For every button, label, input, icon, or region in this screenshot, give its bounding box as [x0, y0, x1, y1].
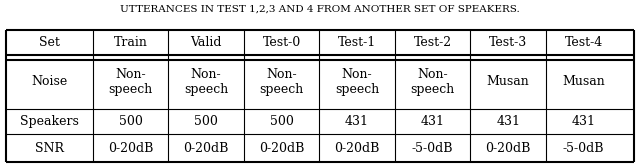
Text: Set: Set: [39, 36, 60, 49]
Text: Test-4: Test-4: [564, 36, 603, 49]
Text: Speakers: Speakers: [20, 115, 79, 128]
Text: Musan: Musan: [487, 75, 529, 89]
Text: Test-2: Test-2: [413, 36, 452, 49]
Text: Non-
speech: Non- speech: [184, 68, 228, 96]
Text: 0-20dB: 0-20dB: [486, 142, 531, 155]
Text: 500: 500: [269, 115, 294, 128]
Text: 0-20dB: 0-20dB: [108, 142, 153, 155]
Text: 431: 431: [345, 115, 369, 128]
Text: Non-
speech: Non- speech: [410, 68, 455, 96]
Text: 0-20dB: 0-20dB: [184, 142, 228, 155]
Text: 0-20dB: 0-20dB: [335, 142, 380, 155]
Text: Valid: Valid: [190, 36, 222, 49]
Text: 500: 500: [194, 115, 218, 128]
Text: Test-0: Test-0: [262, 36, 301, 49]
Text: 431: 431: [420, 115, 445, 128]
Text: Noise: Noise: [31, 75, 68, 89]
Text: Musan: Musan: [563, 75, 605, 89]
Text: UTTERANCES IN TEST 1,2,3 AND 4 FROM ANOTHER SET OF SPEAKERS.: UTTERANCES IN TEST 1,2,3 AND 4 FROM ANOT…: [120, 5, 520, 14]
Text: 431: 431: [572, 115, 596, 128]
Text: Train: Train: [114, 36, 147, 49]
Text: Non-
speech: Non- speech: [259, 68, 304, 96]
Text: 431: 431: [496, 115, 520, 128]
Text: 500: 500: [118, 115, 143, 128]
Text: -5-0dB: -5-0dB: [563, 142, 604, 155]
Text: Non-
speech: Non- speech: [108, 68, 153, 96]
Text: -5-0dB: -5-0dB: [412, 142, 453, 155]
Text: Non-
speech: Non- speech: [335, 68, 380, 96]
Text: 0-20dB: 0-20dB: [259, 142, 304, 155]
Text: SNR: SNR: [35, 142, 64, 155]
Text: Test-3: Test-3: [489, 36, 527, 49]
Text: Test-1: Test-1: [338, 36, 376, 49]
